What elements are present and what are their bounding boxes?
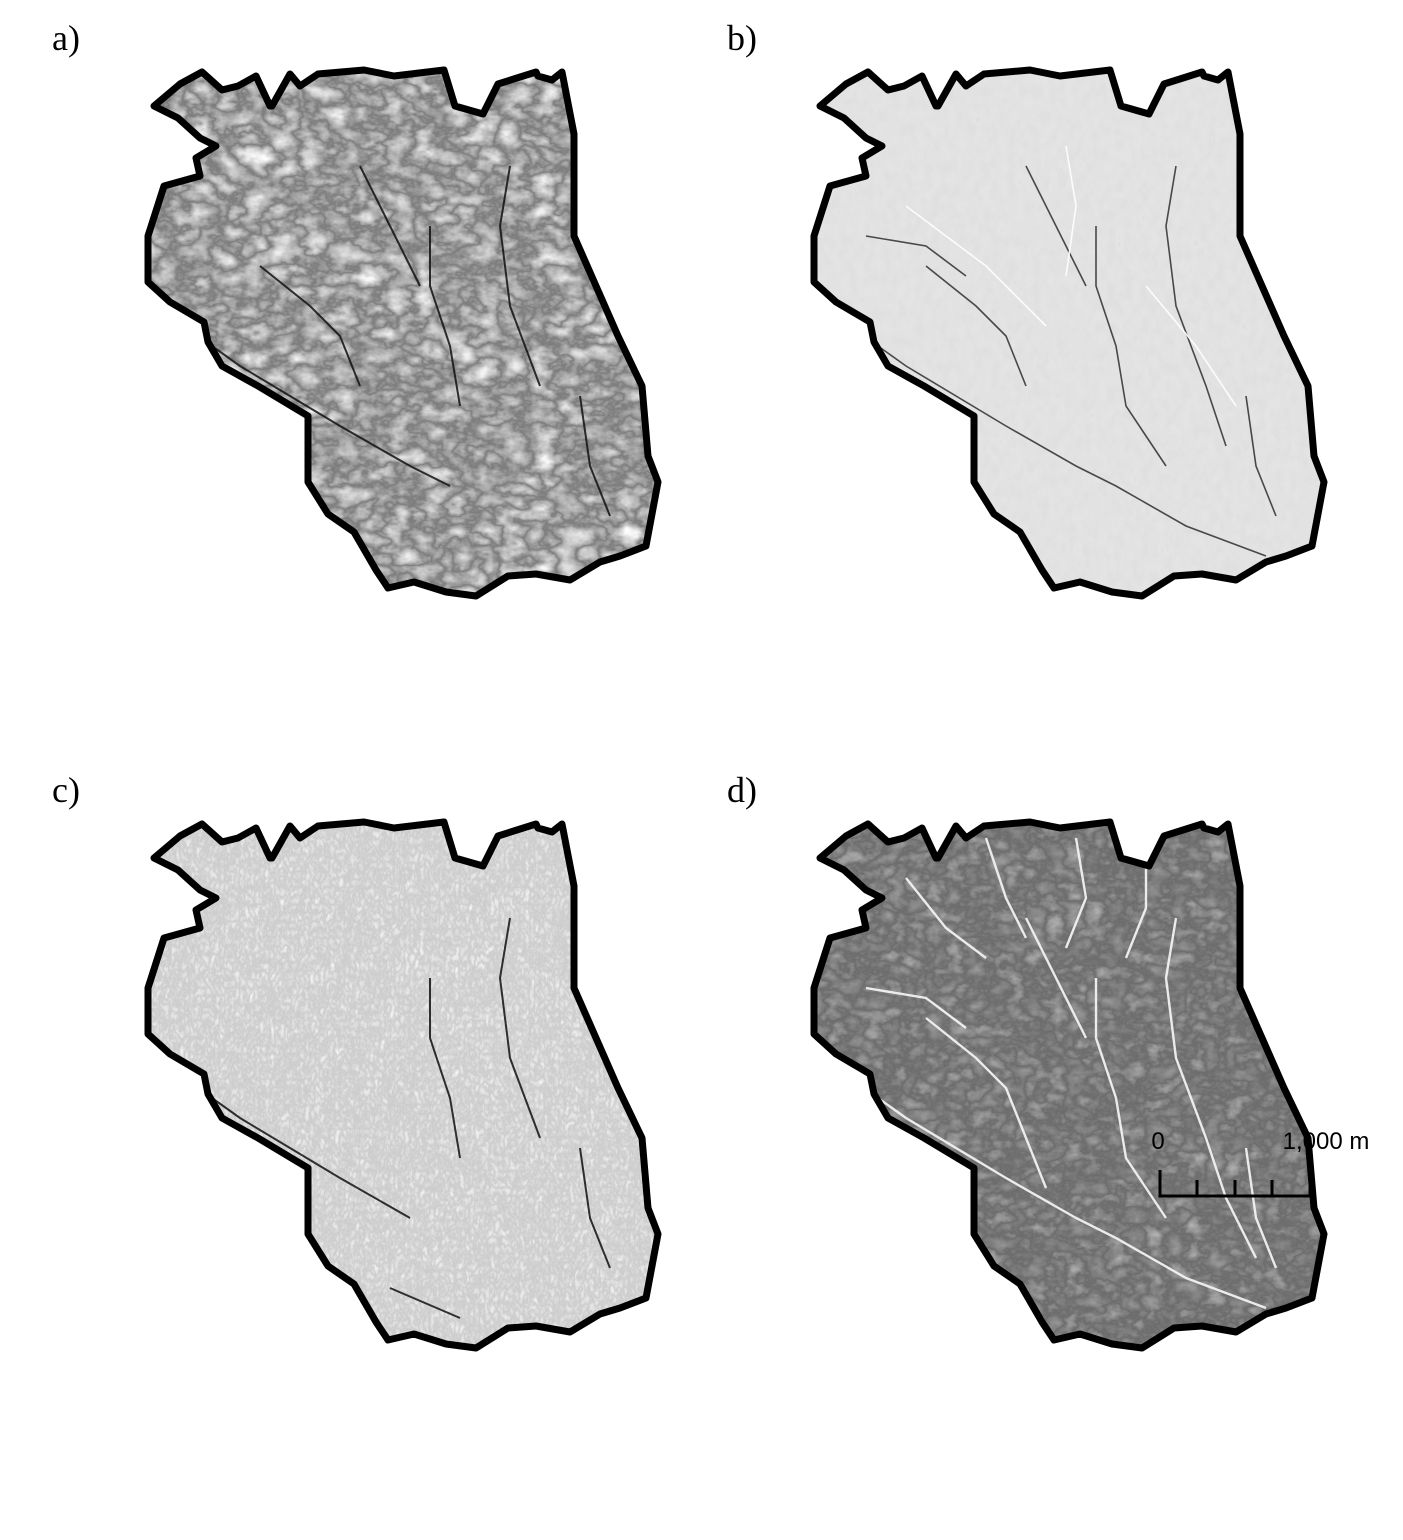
drainage-lines-d — [835, 837, 1278, 1310]
panel-label-a: a) — [52, 18, 80, 58]
panel-label-d: d) — [727, 770, 757, 810]
panel-label-c: c) — [52, 770, 80, 810]
ridge-lines-b — [905, 145, 1237, 407]
scale-bar: 0 1,000 m — [1151, 1128, 1370, 1198]
panel-label-b: b) — [727, 18, 757, 58]
scale-bar-start-label: 0 — [1151, 1128, 1164, 1155]
drainage-lines-b — [835, 165, 1277, 557]
drainage-lines-a — [169, 165, 611, 517]
scale-bar-ticks — [1158, 1170, 1312, 1198]
scale-bar-end-label: 1,000 m — [1283, 1128, 1370, 1155]
